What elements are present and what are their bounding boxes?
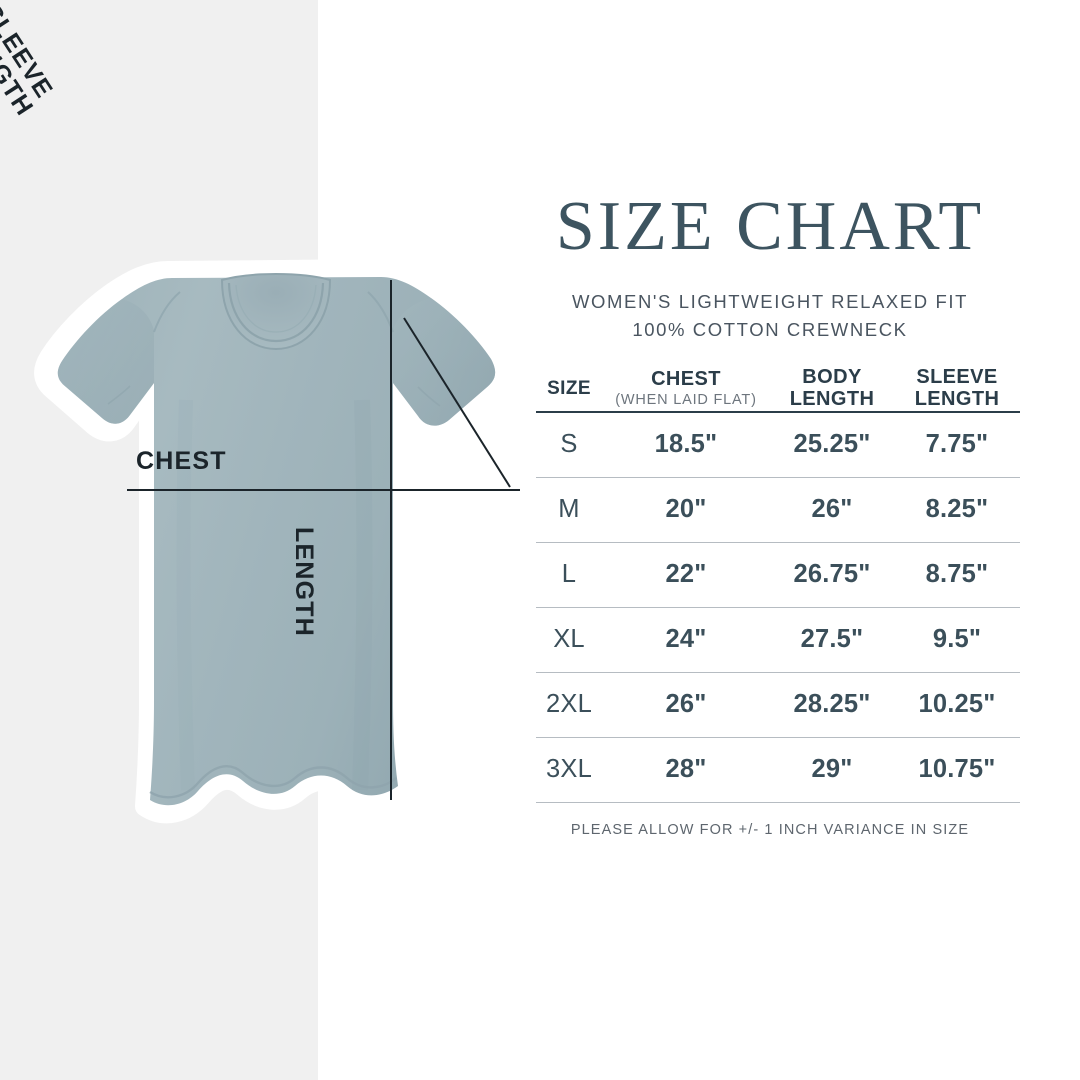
subtitle-block: WOMEN'S LIGHTWEIGHT RELAXED FIT 100% COT… bbox=[506, 288, 1034, 344]
cell-body-length: 29" bbox=[811, 755, 853, 784]
table-row: L 22" 26.75" 8.75" bbox=[536, 542, 1020, 608]
variance-note: PLEASE ALLOW FOR +/- 1 INCH VARIANCE IN … bbox=[570, 822, 970, 838]
column-header-chest-sublabel: (WHEN LAID FLAT) bbox=[615, 392, 757, 409]
shoulder-seam-left bbox=[153, 291, 181, 333]
cell-body-length: 28.25" bbox=[793, 690, 871, 719]
table-header: SIZE CHEST (WHEN LAID FLAT) BODY LENGTH … bbox=[536, 366, 1020, 412]
cell-size: XL bbox=[553, 625, 585, 654]
tshirt-body bbox=[57, 277, 496, 806]
cell-body-length: 25.25" bbox=[793, 430, 871, 459]
column-header-chest-label: CHEST bbox=[651, 368, 721, 391]
cell-chest: 18.5" bbox=[654, 430, 718, 459]
table-body: S 18.5" 25.25" 7.75" M 20" 26" 8.25" L 22" 26.75" 8… bbox=[536, 412, 1020, 803]
collar-rib bbox=[227, 282, 325, 343]
cell-sleeve-length: 7.75" bbox=[925, 430, 989, 459]
cell-chest: 26" bbox=[665, 690, 707, 719]
column-header-size: SIZE bbox=[536, 366, 602, 412]
measurement-label-chest: CHEST bbox=[136, 447, 227, 475]
cell-body-length: 27.5" bbox=[800, 625, 864, 654]
column-header-chest: CHEST (WHEN LAID FLAT) bbox=[602, 366, 770, 412]
subtitle-line-1: WOMEN'S LIGHTWEIGHT RELAXED FIT bbox=[571, 291, 969, 312]
tshirt-sleeve-right bbox=[393, 298, 496, 426]
table-row: 2XL 26" 28.25" 10.25" bbox=[536, 672, 1020, 738]
cell-sleeve-length: 8.75" bbox=[925, 560, 989, 589]
column-header-size-label: SIZE bbox=[547, 377, 591, 399]
cell-size: 3XL bbox=[546, 755, 592, 784]
subtitle-line-2: 100% COTTON CREWNECK bbox=[632, 319, 908, 341]
tshirt-sleeve-left bbox=[57, 299, 154, 424]
column-header-body-line2: LENGTH bbox=[789, 388, 875, 411]
measurement-line-sleeve-diagonal bbox=[403, 317, 511, 488]
tshirt-hem bbox=[149, 765, 397, 799]
cell-size: L bbox=[561, 560, 577, 589]
column-header-body-length: BODY LENGTH bbox=[770, 366, 894, 412]
cell-chest: 22" bbox=[665, 560, 707, 589]
page-title: SIZE CHART bbox=[555, 188, 985, 265]
table-row: S 18.5" 25.25" 7.75" bbox=[536, 412, 1020, 478]
fabric-fold-left bbox=[176, 399, 195, 791]
background-panel-right bbox=[318, 0, 1080, 1080]
sleeve-hem-right bbox=[417, 386, 441, 407]
cell-size: 2XL bbox=[546, 690, 592, 719]
cell-chest: 20" bbox=[665, 495, 707, 524]
table-row: M 20" 26" 8.25" bbox=[536, 477, 1020, 543]
cell-sleeve-length: 10.75" bbox=[918, 755, 996, 784]
column-header-sleeve-length: SLEEVE LENGTH bbox=[894, 366, 1020, 412]
table-row: XL 24" 27.5" 9.5" bbox=[536, 607, 1020, 673]
cell-size: S bbox=[560, 430, 578, 459]
sleeve-hem-left bbox=[107, 385, 131, 405]
column-header-sleeve-line2: LENGTH bbox=[914, 388, 1000, 411]
collar-inner-line bbox=[235, 284, 317, 333]
cell-body-length: 26.75" bbox=[793, 560, 871, 589]
cell-sleeve-length: 8.25" bbox=[925, 495, 989, 524]
cell-size: M bbox=[558, 495, 580, 524]
column-header-body-line1: BODY bbox=[802, 366, 862, 388]
table-row: 3XL 28" 29" 10.75" bbox=[536, 737, 1020, 803]
cell-body-length: 26" bbox=[811, 495, 853, 524]
tshirt-graphic bbox=[57, 272, 520, 806]
cell-chest: 24" bbox=[665, 625, 707, 654]
size-chart-table: SIZE CHEST (WHEN LAID FLAT) BODY LENGTH … bbox=[536, 366, 1020, 803]
cell-sleeve-length: 10.25" bbox=[918, 690, 996, 719]
cell-sleeve-length: 9.5" bbox=[932, 625, 982, 654]
size-chart-content: SIZE CHART WOMEN'S LIGHTWEIGHT RELAXED F… bbox=[506, 0, 1046, 1080]
measurement-label-length: LENGTH bbox=[290, 527, 318, 637]
fabric-fold-right bbox=[352, 399, 373, 791]
tshirt-illustration: CHEST LENGTH SLEEVE LENGTH bbox=[0, 0, 520, 806]
column-header-sleeve-line1: SLEEVE bbox=[916, 366, 998, 388]
table-header-row: SIZE CHEST (WHEN LAID FLAT) BODY LENGTH … bbox=[536, 366, 1020, 412]
cell-chest: 28" bbox=[665, 755, 707, 784]
